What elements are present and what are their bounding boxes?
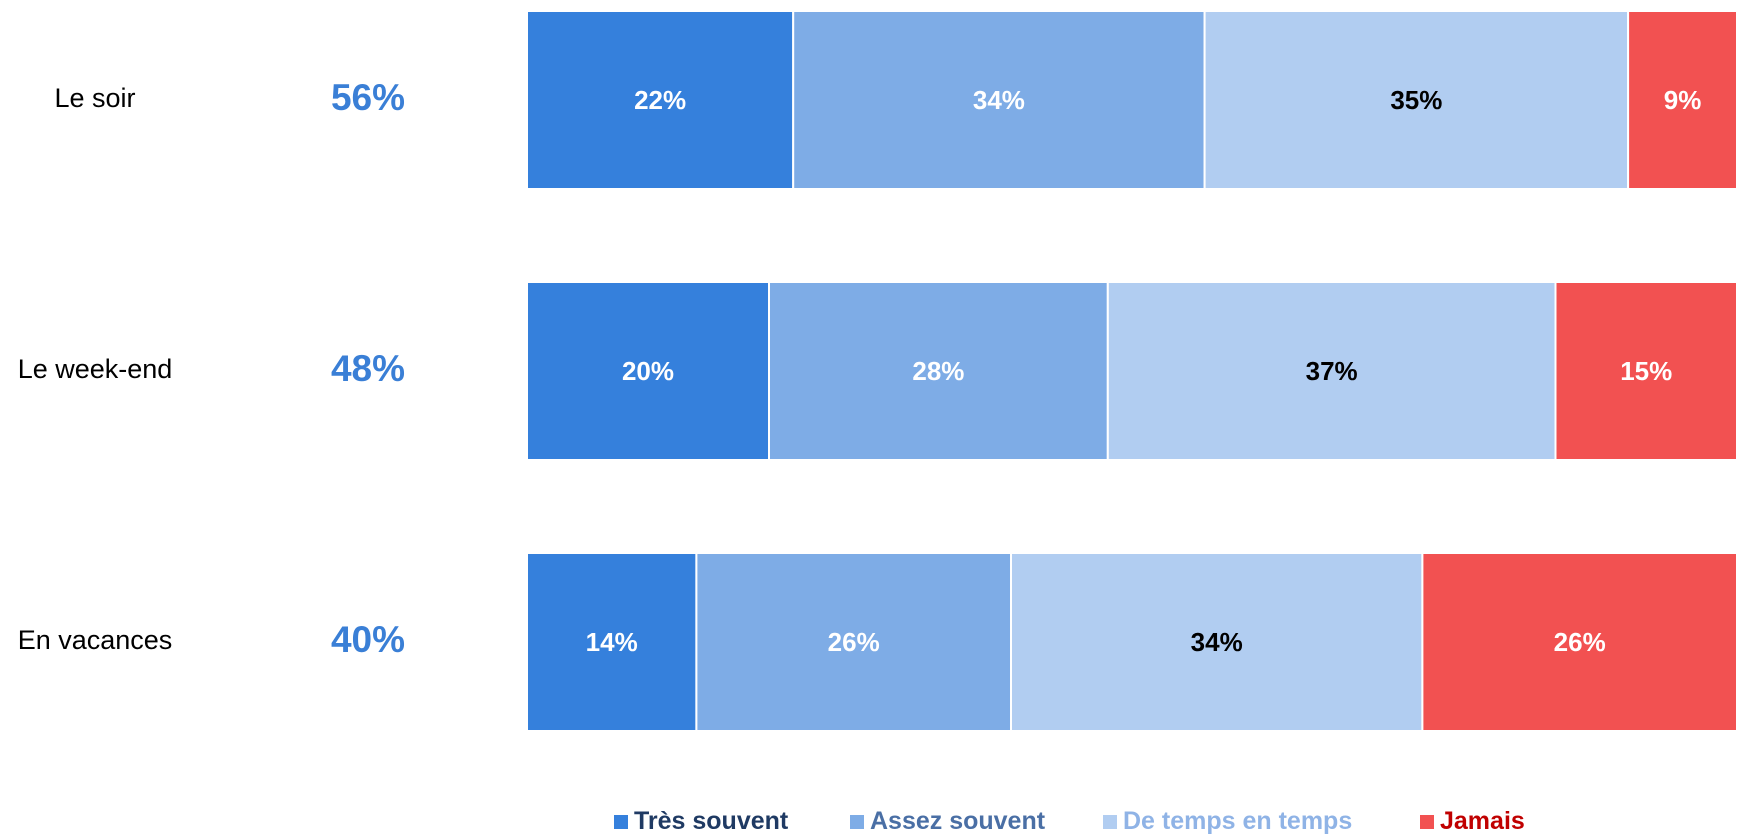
total-label-le-soir: 56% [331,77,405,118]
legend-swatch-de-temps-en-temps [1103,815,1117,829]
total-label-en-vacances: 40% [331,619,405,660]
legend-label-de-temps-en-temps: De temps en temps [1123,807,1352,836]
data-label-le-soir-tres-souvent: 22% [634,85,686,115]
legend-swatch-jamais [1420,815,1434,829]
category-label-le-week-end: Le week-end [18,354,173,384]
legend-label-jamais: Jamais [1440,807,1525,836]
category-label-le-soir: Le soir [54,83,135,113]
category-label-en-vacances: En vacances [18,625,173,655]
legend-swatch-tres-souvent [614,815,628,829]
data-label-le-soir-assez-souvent: 34% [973,85,1025,115]
chart-legend: Très souvent Assez souvent De temps en t… [0,807,1737,837]
data-label-en-vacances-de-temps-en-temps: 34% [1191,627,1243,657]
data-label-en-vacances-jamais: 26% [1554,627,1606,657]
legend-label-assez-souvent: Assez souvent [870,807,1045,836]
data-label-en-vacances-tres-souvent: 14% [586,627,638,657]
legend-item-assez-souvent: Assez souvent [850,807,1045,836]
total-label-le-week-end: 48% [331,348,405,389]
legend-swatch-assez-souvent [850,815,864,829]
data-label-le-soir-jamais: 9% [1664,85,1702,115]
data-label-le-week-end-tres-souvent: 20% [622,356,674,386]
legend-item-de-temps-en-temps: De temps en temps [1103,807,1352,836]
data-label-le-week-end-assez-souvent: 28% [912,356,964,386]
legend-label-tres-souvent: Très souvent [634,807,788,836]
data-label-le-week-end-jamais: 15% [1620,356,1672,386]
data-label-le-week-end-de-temps-en-temps: 37% [1306,356,1358,386]
data-label-en-vacances-assez-souvent: 26% [828,627,880,657]
legend-item-jamais: Jamais [1420,807,1525,836]
legend-item-tres-souvent: Très souvent [614,807,788,836]
data-label-le-soir-de-temps-en-temps: 35% [1390,85,1442,115]
